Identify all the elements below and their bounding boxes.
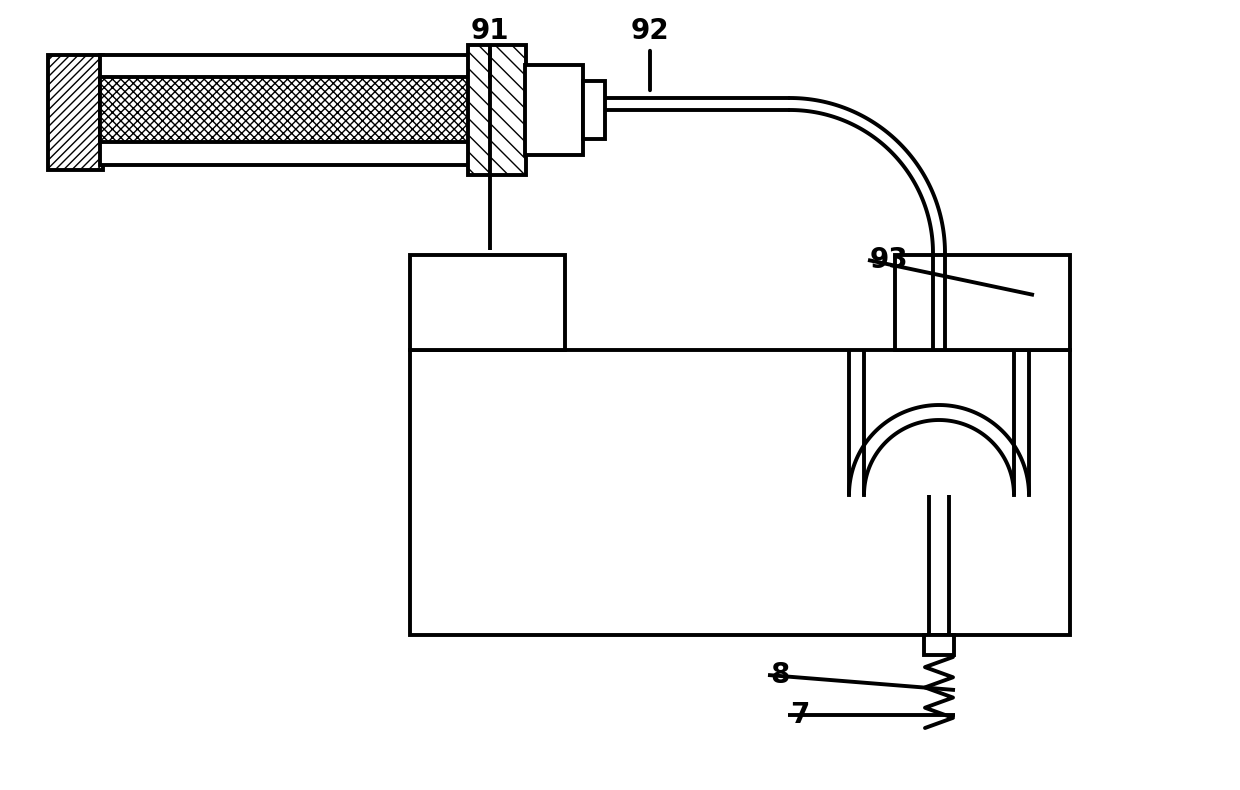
Bar xyxy=(48,55,103,170)
Bar xyxy=(100,77,470,142)
Text: 7: 7 xyxy=(790,701,810,729)
Text: 91: 91 xyxy=(471,17,510,45)
Bar xyxy=(924,635,954,655)
Bar xyxy=(410,255,565,350)
Bar xyxy=(583,81,605,139)
Bar xyxy=(100,55,470,165)
Text: 93: 93 xyxy=(870,246,909,274)
Bar xyxy=(525,65,583,155)
Text: 92: 92 xyxy=(631,17,670,45)
Bar xyxy=(467,45,526,175)
Bar xyxy=(895,255,1070,350)
Text: 8: 8 xyxy=(770,661,790,689)
Bar xyxy=(410,350,1070,635)
